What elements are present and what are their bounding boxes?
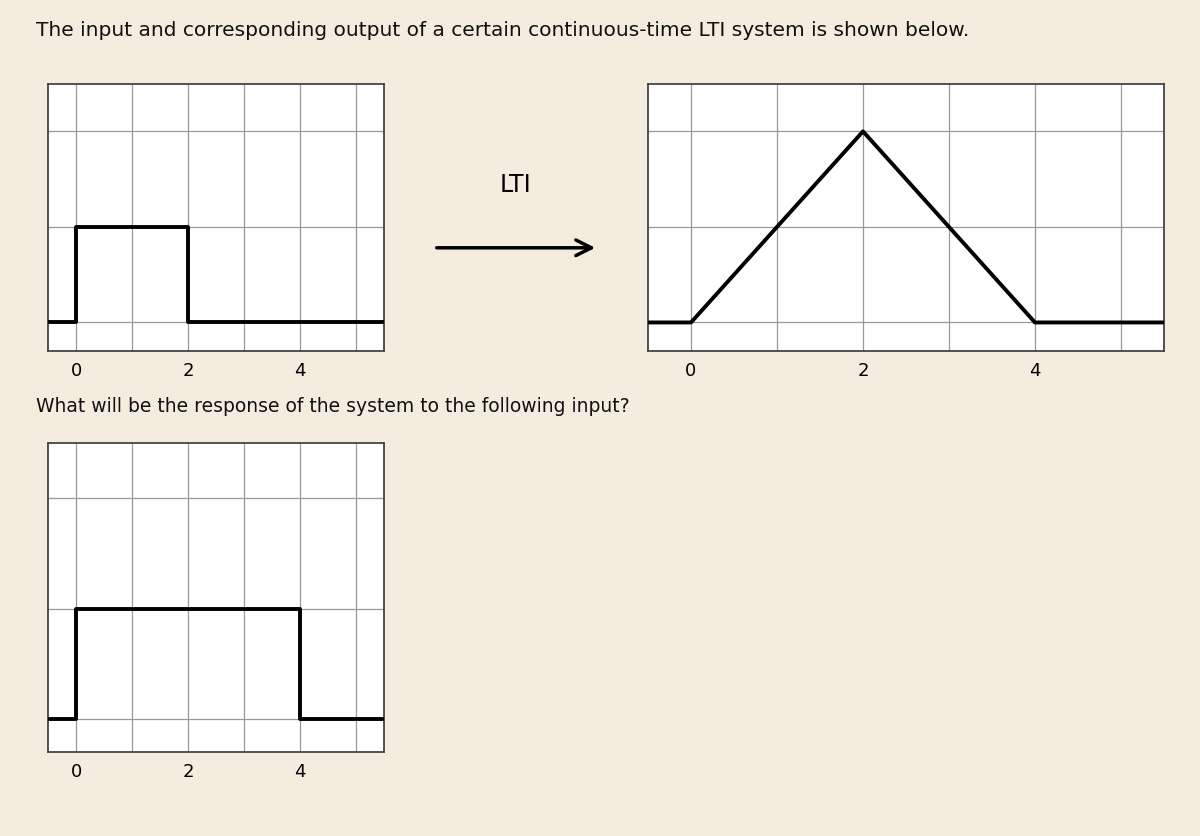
Text: The input and corresponding output of a certain continuous-time LTI system is sh: The input and corresponding output of a …	[36, 21, 970, 40]
Text: LTI: LTI	[500, 173, 532, 197]
Text: What will be the response of the system to the following input?: What will be the response of the system …	[36, 397, 630, 416]
